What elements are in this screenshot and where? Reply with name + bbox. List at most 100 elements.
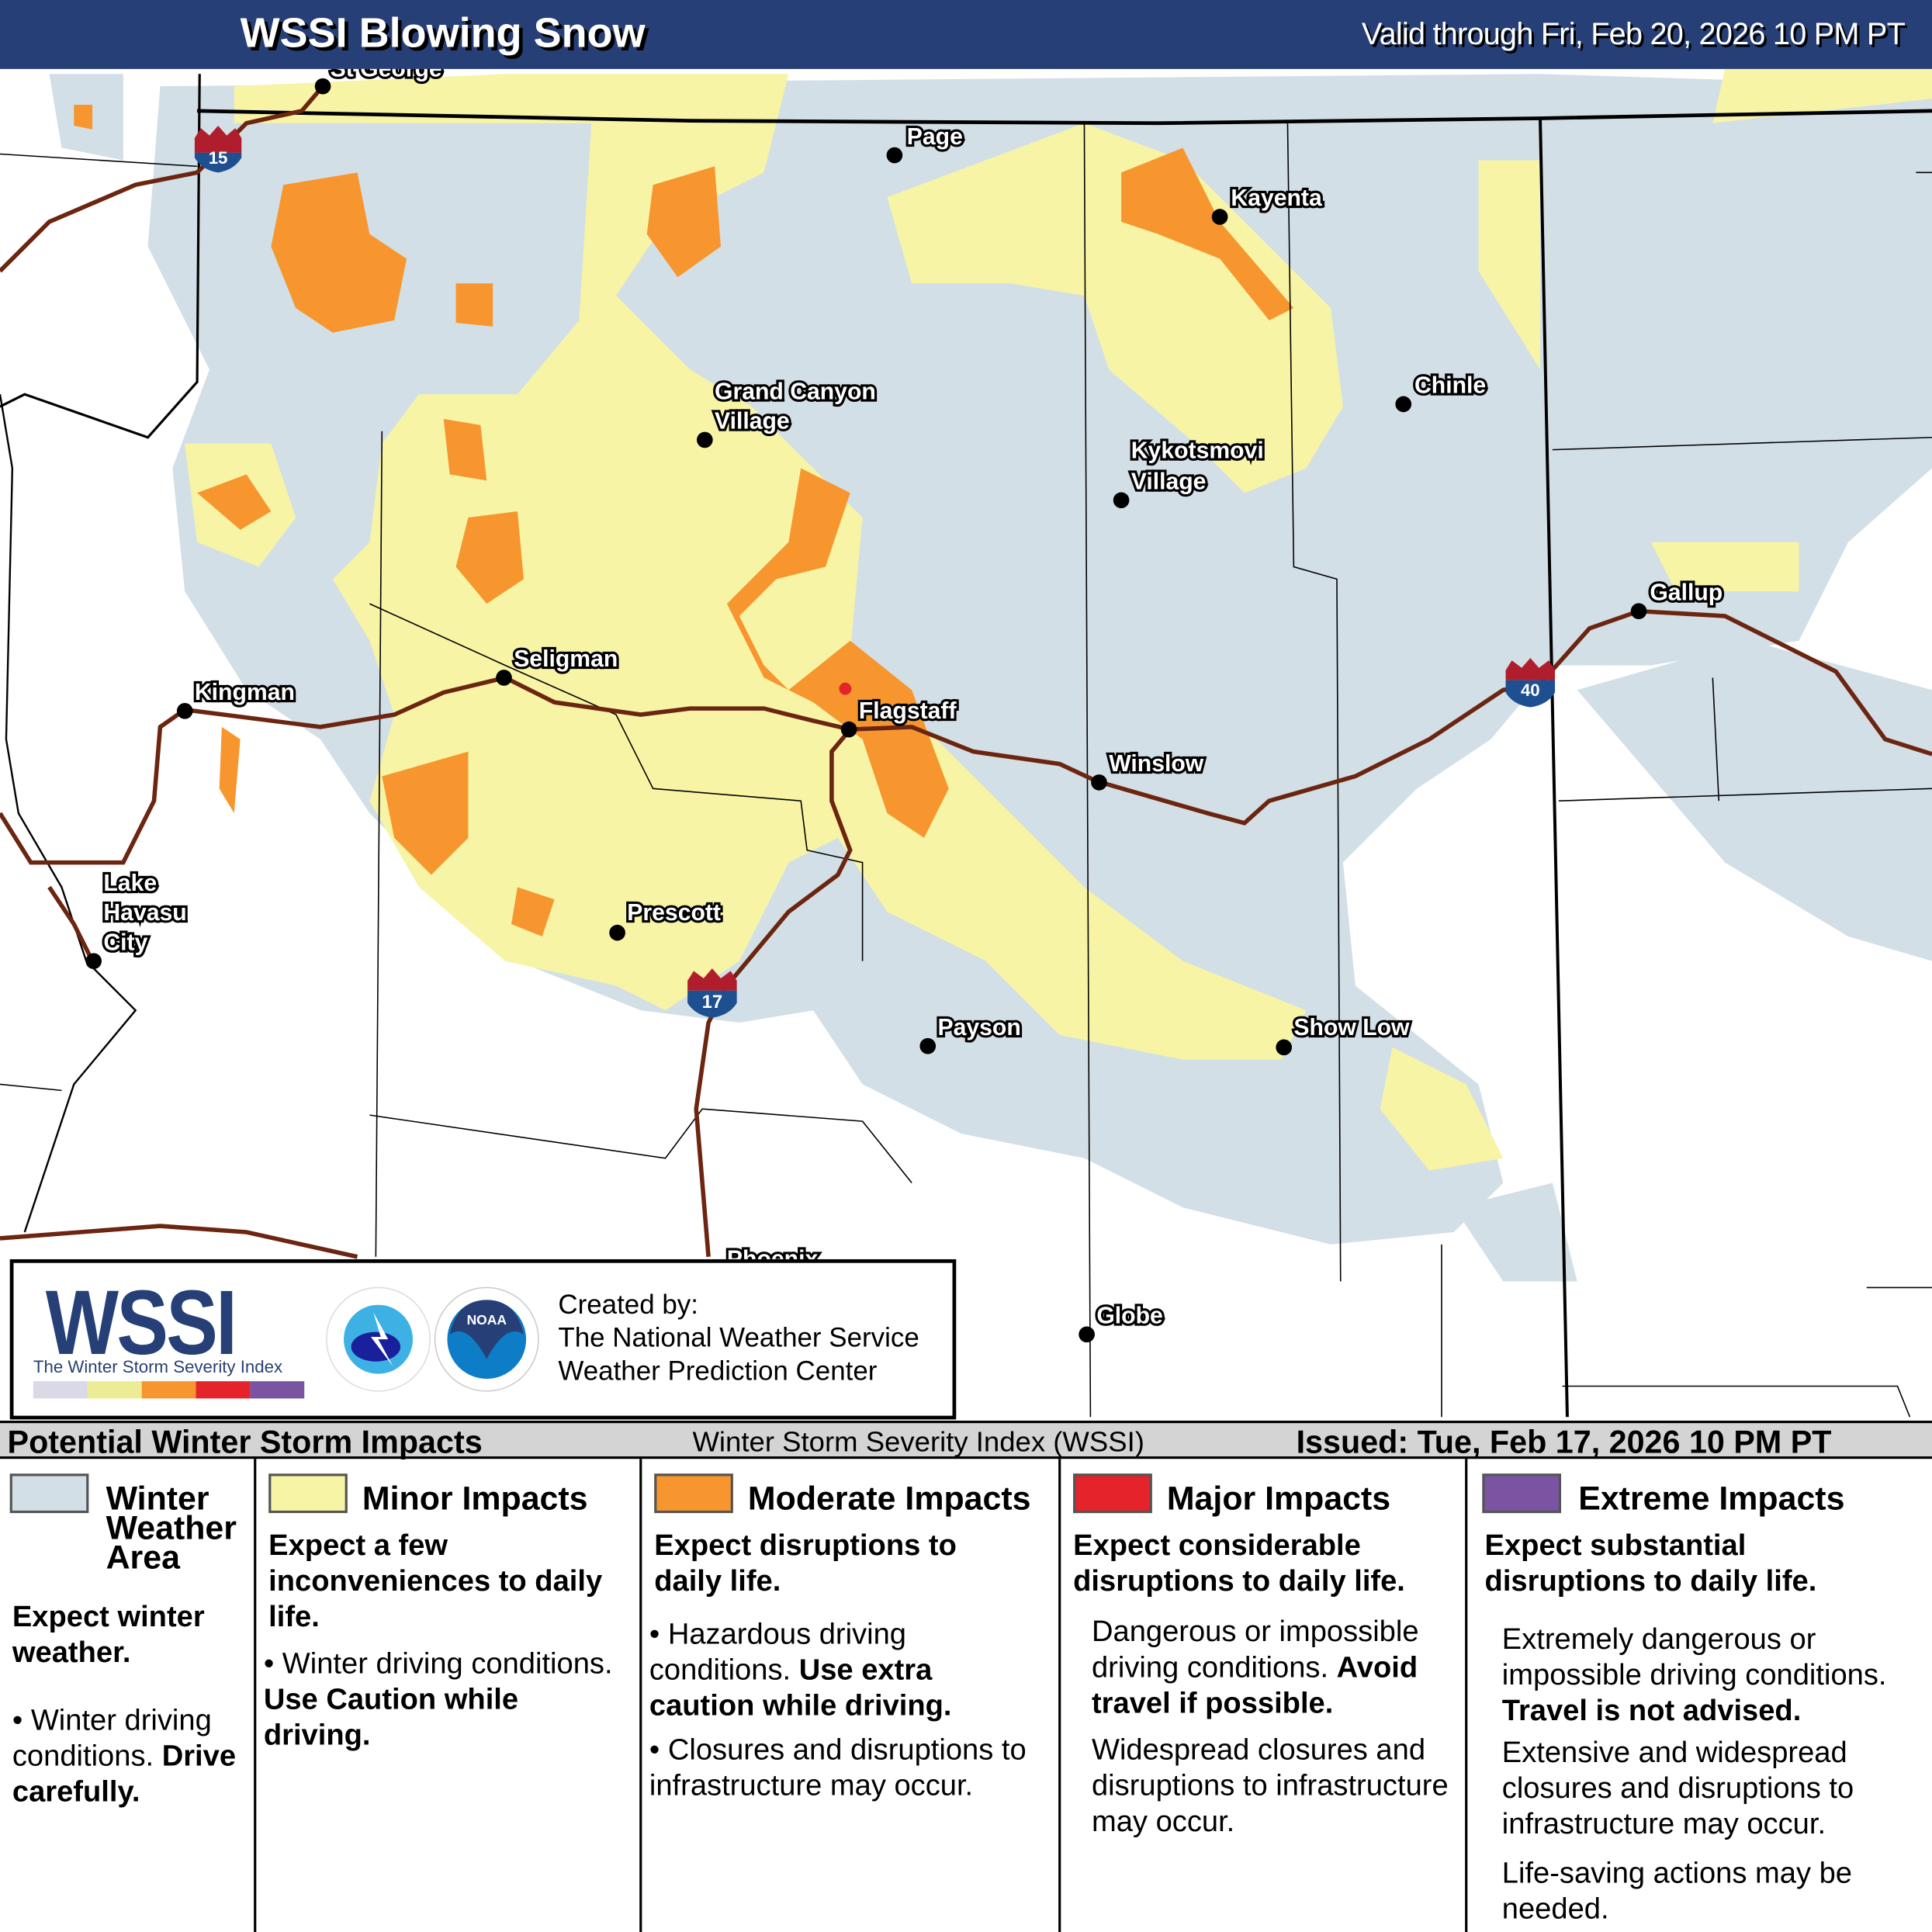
city-dot-globe bbox=[1079, 1326, 1095, 1343]
swatch bbox=[268, 1473, 348, 1514]
category-heading: Expect disruptions to daily life. bbox=[654, 1529, 957, 1598]
legend-major-impacts: Major Impacts Expect considerable disrup… bbox=[1061, 1459, 1468, 1932]
legend-moderate-impacts: Moderate Impacts Expect disruptions to d… bbox=[642, 1459, 1061, 1932]
city-dot-kykotsmovi bbox=[1113, 492, 1130, 509]
city-dot-show-low bbox=[1276, 1039, 1293, 1056]
interstate-shield-15-icon: 15 bbox=[194, 125, 242, 173]
category-text: Life-saving actions may be needed. bbox=[1501, 1857, 1853, 1927]
impact-map: St George Page Kayenta Grand Canyon Vill… bbox=[0, 68, 1932, 1421]
city-label: Payson bbox=[937, 1015, 1020, 1040]
category-text: Winter driving conditions. bbox=[282, 1647, 613, 1681]
city-label: Page bbox=[907, 124, 963, 150]
city-label: Prescott bbox=[627, 900, 721, 926]
city-label: Flagstaff bbox=[859, 698, 957, 724]
city-label: Kayenta bbox=[1231, 185, 1322, 211]
interstate-shield-17-icon: 17 bbox=[687, 968, 737, 1018]
category-advice: Travel is not advised. bbox=[1501, 1694, 1802, 1728]
category-name: Major Impacts bbox=[1166, 1480, 1391, 1517]
logo-panel: WSSI The Winter Storm Severity Index NOA… bbox=[9, 1259, 957, 1420]
city-label: Village bbox=[715, 409, 790, 435]
city-dot-lake-havasu bbox=[85, 953, 102, 969]
category-name: Moderate Impacts bbox=[747, 1480, 1031, 1517]
category-text: Extremely dangerous or impossible drivin… bbox=[1501, 1622, 1887, 1692]
swatch bbox=[654, 1473, 733, 1514]
city-label: Globe bbox=[1096, 1304, 1162, 1329]
wssi-subtitle: The Winter Storm Severity Index bbox=[33, 1356, 283, 1376]
city-dot-chinle bbox=[1395, 396, 1412, 413]
city-label: Village bbox=[1131, 469, 1207, 494]
category-text: Widespread closures and disruptions to i… bbox=[1091, 1733, 1449, 1839]
city-label: Show Low bbox=[1293, 1015, 1410, 1040]
category-text: Extensive and widespread closures and di… bbox=[1501, 1736, 1854, 1841]
interstate-shield-40-icon: 40 bbox=[1505, 657, 1556, 708]
city-label: City bbox=[103, 930, 147, 955]
category-heading: Expect winter weather. bbox=[12, 1600, 205, 1670]
interstate-number: 15 bbox=[209, 148, 228, 168]
interstate-number: 40 bbox=[1521, 680, 1540, 700]
wssi-color-bar bbox=[33, 1381, 305, 1399]
noaa-seal-icon: NOAA bbox=[434, 1286, 539, 1392]
category-advice: Use Caution while driving. bbox=[263, 1683, 519, 1753]
city-label: Havasu bbox=[103, 900, 186, 926]
svg-text:NOAA: NOAA bbox=[467, 1312, 507, 1328]
category-text: Dangerous or impossible driving conditio… bbox=[1091, 1615, 1419, 1684]
city-dot-kayenta bbox=[1211, 209, 1228, 225]
category-name: Minor Impacts bbox=[362, 1480, 588, 1517]
city-label: Kingman bbox=[195, 680, 295, 705]
city-dot-gallup bbox=[1630, 603, 1647, 619]
city-dot-payson bbox=[919, 1037, 937, 1054]
interstate-number: 17 bbox=[702, 992, 723, 1013]
credit-nws: The National Weather Service bbox=[558, 1321, 919, 1353]
wssi-logo: WSSI bbox=[45, 1271, 237, 1374]
category-text: Closures and disruptions to infrastructu… bbox=[649, 1733, 1027, 1803]
city-dot-seligman bbox=[496, 670, 512, 686]
swatch bbox=[1073, 1473, 1152, 1514]
category-heading: Expect considerable disruptions to daily… bbox=[1073, 1529, 1405, 1598]
city-label: Grand Canyon bbox=[715, 379, 876, 405]
city-label: Seligman bbox=[514, 646, 618, 672]
city-dot-flagstaff bbox=[840, 721, 857, 738]
swatch bbox=[1482, 1473, 1562, 1514]
credits: Created by: The National Weather Service… bbox=[558, 1287, 919, 1387]
credit-wpc: Weather Prediction Center bbox=[558, 1355, 878, 1387]
city-dot-winslow bbox=[1091, 774, 1107, 791]
city-markers bbox=[85, 78, 1647, 1343]
map-title: WSSI Blowing Snow bbox=[240, 9, 646, 57]
city-dot-page bbox=[886, 147, 903, 164]
category-name: Winter Weather Area bbox=[106, 1480, 237, 1577]
city-label: Gallup bbox=[1650, 580, 1723, 605]
city-label: Kykotsmovi bbox=[1131, 438, 1264, 464]
category-heading: Expect substantial disruptions to daily … bbox=[1484, 1529, 1817, 1598]
nws-seal-icon bbox=[326, 1286, 431, 1392]
legend-minor-impacts: Minor Impacts Expect a few inconvenience… bbox=[256, 1459, 642, 1932]
city-labels: St George Page Kayenta Grand Canyon Vill… bbox=[101, 69, 1725, 1331]
state-and-county-borders bbox=[0, 74, 1932, 1418]
category-text: Hazardous driving conditions. bbox=[649, 1618, 907, 1687]
major-impacts-spot bbox=[839, 682, 852, 695]
legend-extreme-impacts: Extreme Impacts Expect substantial disru… bbox=[1467, 1459, 1932, 1932]
city-label: Winslow bbox=[1109, 751, 1204, 777]
header: WSSI Blowing Snow Valid through Fri, Feb… bbox=[0, 0, 1932, 69]
valid-time: Valid through Fri, Feb 20, 2026 10 PM PT bbox=[1361, 17, 1906, 52]
city-label: Chinle bbox=[1414, 373, 1486, 399]
created-by-label: Created by: bbox=[558, 1289, 698, 1320]
legend-title: Potential Winter Storm Impacts bbox=[7, 1423, 483, 1460]
category-advice: Avoid travel if possible. bbox=[1091, 1650, 1418, 1720]
swatch bbox=[9, 1473, 89, 1514]
legend-index-name: Winter Storm Severity Index (WSSI) bbox=[692, 1425, 1144, 1458]
city-dot-prescott bbox=[609, 924, 625, 941]
issued-time: Issued: Tue, Feb 17, 2026 10 PM PT bbox=[1296, 1423, 1832, 1460]
city-label: Lake bbox=[103, 871, 157, 896]
category-advice: Use extra caution while driving. bbox=[649, 1653, 952, 1723]
moderate-impacts-shading bbox=[74, 104, 1294, 937]
city-dot-st-george bbox=[314, 78, 331, 95]
city-dot-kingman bbox=[176, 702, 193, 719]
category-text: Winter driving conditions. bbox=[12, 1704, 212, 1774]
city-dot-grand-canyon bbox=[697, 431, 713, 448]
category-heading: Expect a few inconveniences to daily lif… bbox=[268, 1529, 603, 1634]
legend-title-bar: Potential Winter Storm Impacts Winter St… bbox=[0, 1420, 1932, 1460]
category-name: Extreme Impacts bbox=[1578, 1480, 1845, 1517]
category-advice: Drive carefully. bbox=[12, 1740, 237, 1809]
legend-winter-weather-area: Winter Weather Area Expect winter weathe… bbox=[0, 1459, 257, 1932]
city-label: St George bbox=[331, 69, 442, 82]
